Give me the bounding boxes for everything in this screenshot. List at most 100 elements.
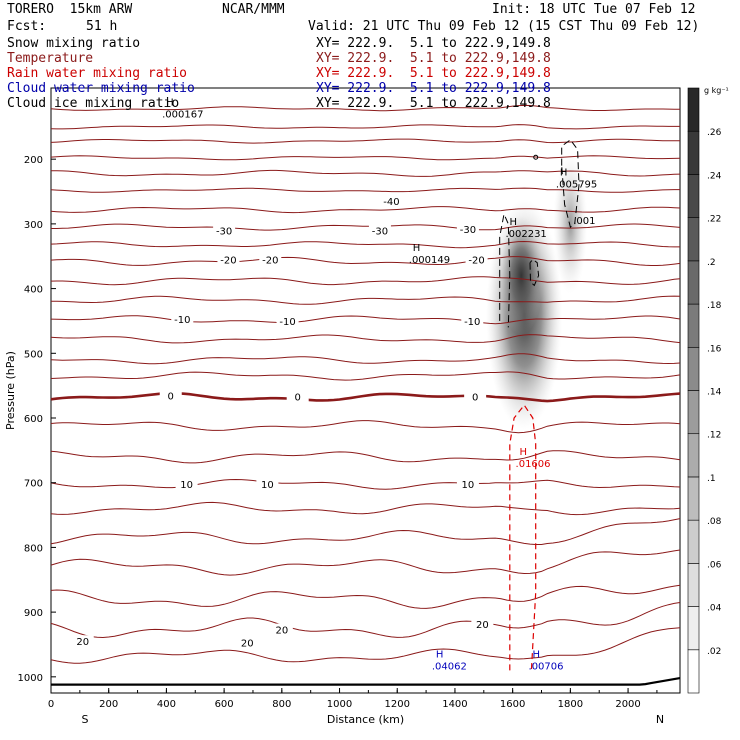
x-tick-label: 1800 — [558, 699, 583, 710]
rain-contours — [509, 404, 537, 671]
isotherm-line — [50, 104, 681, 112]
isotherm-label-bg — [380, 195, 403, 208]
isotherm-label: 0 — [168, 391, 174, 402]
colorbar-bin — [687, 519, 700, 564]
legend-rain-xy: XY= 222.9. 5.1 to 222.9,149.8 — [316, 66, 551, 81]
y-tick-label: 400 — [24, 285, 43, 296]
isotherm-line — [50, 501, 681, 516]
legend-snow-xy: XY= 222.9. 5.1 to 222.9,149.8 — [316, 36, 551, 51]
colorbar-bin — [687, 260, 700, 305]
colorbar-tick-label: .08 — [707, 517, 722, 527]
colorbar-bin — [687, 87, 700, 132]
snow-shading-upper — [499, 215, 544, 336]
isotherm-line — [50, 256, 681, 266]
colorbar-bin — [687, 217, 700, 262]
maximum-marker: H — [436, 649, 444, 660]
snow-shading — [486, 153, 588, 430]
isotherm-label: 10 — [180, 480, 193, 491]
maximum-marker: H — [560, 167, 568, 178]
fcst-label: Fcst: — [7, 19, 47, 34]
isotherm-line — [50, 334, 681, 344]
legend-temperature-xy: XY= 222.9. 5.1 to 222.9,149.8 — [316, 51, 551, 66]
colorbar: .02 .04 .06 .08 .1 .12 .14 .16 .18 .2 .22 .24 .26 g k… — [687, 86, 729, 694]
y-tick-label: 500 — [24, 349, 43, 360]
valid-time: Valid: 21 UTC Thu 09 Feb 12 (15 CST Thu … — [308, 19, 700, 34]
maximum-marker: H — [533, 649, 541, 660]
isotherm-label-bg — [464, 390, 487, 403]
org-label: NCAR/MMM — [222, 2, 285, 17]
maximum-value: .01606 — [516, 459, 551, 470]
isotherm-label: -20 — [220, 255, 236, 266]
colorbar-tick-label: .26 — [707, 128, 722, 138]
isotherm-label: 20 — [476, 620, 489, 631]
isotherm-label-bg — [256, 478, 279, 490]
isotherm-label: -40 — [383, 197, 399, 208]
temperature-labels: -40 -30 -30 -30 -20 -20 -20 -10 -10 -10 0 0 0 10 10 10 2… — [71, 195, 494, 650]
colorbar-tick-label: .1 — [707, 474, 716, 484]
model-title: TORERO 15km ARW — [7, 2, 133, 17]
cloud-ice-contours — [499, 139, 580, 328]
x-tick-label: 2000 — [615, 699, 640, 710]
colorbar-bin — [687, 433, 700, 478]
isotherm-label: -20 — [468, 255, 484, 266]
isotherm-line — [50, 240, 680, 249]
isotherm-label-bg — [461, 314, 484, 327]
colorbar-tick-label: .12 — [707, 431, 721, 441]
rain-contour — [509, 404, 537, 671]
isotherm-label-bg — [456, 478, 479, 490]
legend-cloud-water-xy: XY= 222.9. 5.1 to 222.9,149.8 — [316, 81, 551, 96]
colorbar-bin — [687, 174, 700, 218]
isotherm-label: 0 — [472, 393, 478, 404]
y-tick-label: 600 — [24, 414, 43, 425]
maximum-marker: H — [166, 97, 174, 108]
init-time: Init: 18 UTC Tue 07 Feb 12 — [492, 2, 696, 17]
isotherm-line — [51, 295, 681, 305]
maximum-value: .00706 — [529, 661, 564, 672]
cloud-ice-contour — [529, 258, 540, 287]
colorbar-tick-label: .18 — [707, 301, 722, 311]
isotherm-line — [51, 223, 681, 231]
x-axis-label: Distance (km) — [327, 713, 404, 726]
isotherm-line — [50, 391, 681, 403]
isotherm-label: 0 — [295, 393, 301, 404]
cloud-ice-contour — [561, 139, 580, 228]
y-axis-label: Pressure (hPa) — [4, 351, 17, 430]
isotherm-line — [50, 549, 681, 576]
isotherm-label-bg — [465, 253, 488, 266]
x-tick-label: 0 — [48, 699, 54, 710]
isotherm-label-bg — [276, 314, 299, 327]
x-tick-label: 1200 — [385, 699, 410, 710]
isotherm-label: -30 — [216, 226, 232, 237]
cloud-ice-contour — [499, 212, 511, 328]
isotherm-label-bg — [171, 313, 194, 325]
x-tick-label: 200 — [99, 699, 118, 710]
isotherm-label-bg — [236, 636, 259, 649]
isotherm-line — [51, 169, 681, 177]
isotherm-label-bg — [368, 224, 391, 237]
plot-frame — [50, 87, 681, 694]
isotherm-label: 20 — [76, 637, 89, 648]
ground-surface — [51, 677, 681, 686]
y-tick-label: 300 — [24, 220, 43, 231]
y-tick-label: 800 — [24, 543, 43, 554]
colorbar-bin — [687, 303, 700, 348]
isotherm-line — [50, 478, 681, 490]
legend-rain-label: Rain water mixing ratio — [7, 66, 188, 81]
colorbar-bin — [687, 563, 700, 607]
maximum-value: .001 — [573, 216, 595, 227]
maximum-marker: H — [413, 243, 421, 254]
isotherm-line — [50, 602, 681, 639]
isotherm-line — [50, 353, 681, 365]
colorbar-tick-label: .16 — [707, 344, 722, 354]
isotherm-label: 20 — [275, 626, 288, 637]
maximum-value: .000167 — [162, 109, 203, 120]
isotherm-line — [50, 187, 680, 193]
colorbar-bin — [687, 390, 700, 435]
colorbar-bin — [687, 346, 700, 391]
legend-cloud-water-label: Cloud water mixing ratio — [7, 81, 195, 96]
isotherm-label: -30 — [372, 226, 388, 237]
y-tick-label: 200 — [24, 155, 43, 166]
colorbar-tick-label: .04 — [707, 604, 722, 614]
isotherm-label: -20 — [262, 255, 278, 266]
